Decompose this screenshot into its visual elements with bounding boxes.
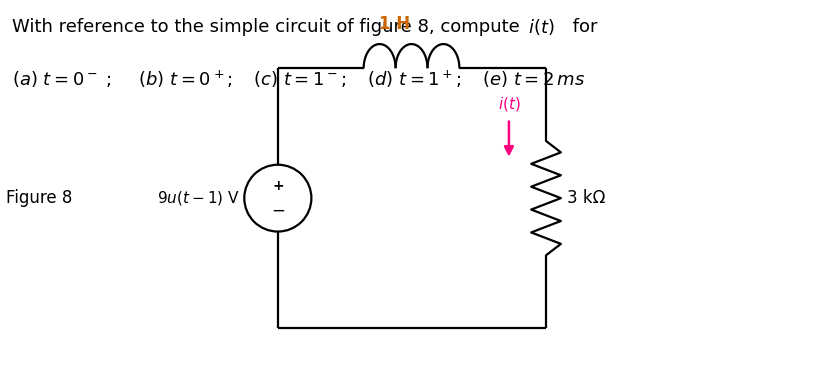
Text: for: for	[566, 18, 596, 36]
Text: $i(t)$: $i(t)$	[528, 17, 554, 37]
Text: Figure 8: Figure 8	[6, 189, 72, 207]
Text: $(a)\ t = 0^-\ ;\ \ \ \ (b)\ t = 0^+;\ \ \ (c)\ t = 1^-;\ \ \ (d)\ t = 1^+;\ \ \: $(a)\ t = 0^-\ ;\ \ \ \ (b)\ t = 0^+;\ \…	[12, 69, 585, 90]
Text: $9u(t-1)\ \mathrm{V}$: $9u(t-1)\ \mathrm{V}$	[157, 189, 240, 207]
Text: With reference to the simple circuit of figure 8, compute: With reference to the simple circuit of …	[12, 18, 525, 36]
Text: 3 kΩ: 3 kΩ	[566, 189, 605, 207]
Text: +: +	[272, 180, 284, 193]
Text: $i(t)$: $i(t)$	[497, 95, 519, 113]
Text: 1 H: 1 H	[379, 15, 410, 33]
Text: −: −	[270, 202, 284, 220]
